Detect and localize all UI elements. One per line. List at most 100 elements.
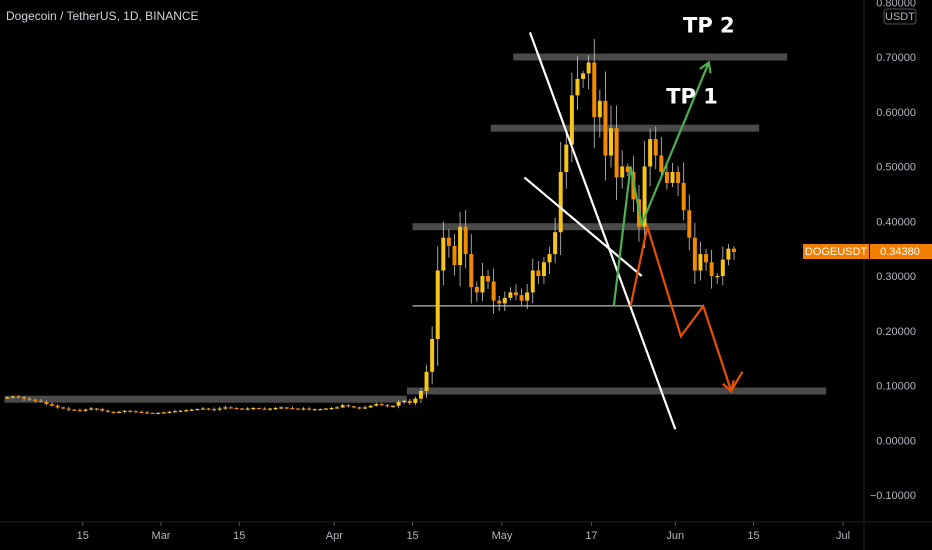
candle[interactable]: [346, 404, 351, 408]
level-0.57[interactable]: [490, 124, 760, 132]
candle[interactable]: [357, 406, 362, 410]
candle[interactable]: [474, 281, 479, 302]
candle[interactable]: [72, 409, 77, 411]
candle[interactable]: [117, 411, 122, 414]
candle[interactable]: [206, 407, 211, 411]
candle[interactable]: [245, 407, 250, 411]
candle[interactable]: [312, 408, 317, 412]
candle[interactable]: [351, 405, 356, 409]
candle[interactable]: [430, 326, 435, 385]
candle[interactable]: [61, 406, 66, 409]
level-0.245[interactable]: [412, 305, 704, 307]
candle[interactable]: [5, 396, 10, 399]
candle[interactable]: [463, 210, 468, 269]
candle[interactable]: [184, 409, 189, 413]
level-0.075[interactable]: [4, 395, 407, 403]
candle[interactable]: [480, 262, 485, 302]
candle[interactable]: [731, 246, 736, 261]
candle[interactable]: [446, 229, 451, 258]
candle[interactable]: [318, 408, 323, 411]
candle[interactable]: [156, 412, 161, 415]
candle[interactable]: [491, 268, 496, 314]
candle[interactable]: [558, 141, 563, 256]
candle[interactable]: [508, 287, 513, 301]
candle[interactable]: [525, 284, 530, 309]
candle[interactable]: [44, 400, 49, 406]
bear-path[interactable]: [629, 222, 744, 394]
candle[interactable]: [597, 89, 602, 138]
candle[interactable]: [55, 404, 60, 409]
candle[interactable]: [513, 284, 518, 301]
candle[interactable]: [189, 408, 194, 411]
tp-label-2[interactable]: TP 2: [683, 13, 735, 37]
candle[interactable]: [452, 234, 457, 276]
candle[interactable]: [145, 411, 150, 414]
candle[interactable]: [541, 257, 546, 284]
candle[interactable]: [89, 407, 94, 411]
unit-button[interactable]: USDT: [883, 8, 917, 25]
candle[interactable]: [295, 408, 300, 410]
candle[interactable]: [368, 404, 373, 408]
candle[interactable]: [122, 410, 127, 414]
candle[interactable]: [284, 407, 289, 410]
level-0.70[interactable]: [513, 53, 788, 61]
candle[interactable]: [458, 212, 463, 287]
candle[interactable]: [402, 399, 407, 405]
candle[interactable]: [212, 407, 217, 412]
tp-label-1[interactable]: TP 1: [666, 85, 718, 109]
candle[interactable]: [22, 396, 27, 402]
candle[interactable]: [681, 162, 686, 221]
candle[interactable]: [664, 162, 669, 190]
candle[interactable]: [486, 269, 491, 289]
candle[interactable]: [256, 407, 261, 410]
candle[interactable]: [27, 397, 32, 401]
candle[interactable]: [268, 408, 273, 411]
candle[interactable]: [670, 162, 675, 188]
candle[interactable]: [553, 217, 558, 264]
candle[interactable]: [83, 408, 88, 412]
candle[interactable]: [385, 403, 390, 408]
candle[interactable]: [564, 132, 569, 189]
candle[interactable]: [290, 406, 295, 410]
candle[interactable]: [659, 136, 664, 180]
candle[interactable]: [530, 258, 535, 304]
candle[interactable]: [418, 388, 423, 404]
candle[interactable]: [692, 222, 697, 284]
candle[interactable]: [329, 406, 334, 411]
candle[interactable]: [161, 412, 166, 414]
candle[interactable]: [575, 55, 580, 110]
candle[interactable]: [200, 407, 205, 410]
candle[interactable]: [301, 407, 306, 411]
bull-path[interactable]: [612, 62, 710, 307]
candle[interactable]: [195, 408, 200, 411]
candle[interactable]: [704, 249, 709, 271]
candle[interactable]: [625, 163, 630, 177]
candle[interactable]: [407, 398, 412, 405]
candle[interactable]: [642, 140, 647, 249]
channel-line-lower[interactable]: [523, 176, 643, 277]
channel-line-upper[interactable]: [528, 31, 677, 430]
candle[interactable]: [77, 408, 82, 412]
candle[interactable]: [709, 249, 714, 289]
candle[interactable]: [519, 288, 524, 306]
candle[interactable]: [111, 411, 116, 414]
candle[interactable]: [379, 403, 384, 406]
candle[interactable]: [502, 291, 507, 311]
candle[interactable]: [653, 126, 658, 170]
candle[interactable]: [94, 408, 99, 411]
level-0.09[interactable]: [406, 387, 827, 395]
candle[interactable]: [609, 105, 614, 168]
candle[interactable]: [720, 246, 725, 286]
candle[interactable]: [340, 403, 345, 409]
candle[interactable]: [391, 405, 396, 408]
candle[interactable]: [228, 406, 233, 409]
candle[interactable]: [614, 105, 619, 201]
candle[interactable]: [413, 396, 418, 406]
candle[interactable]: [687, 194, 692, 251]
candle[interactable]: [323, 408, 328, 410]
candle[interactable]: [592, 38, 597, 149]
candle[interactable]: [33, 398, 38, 403]
candle[interactable]: [172, 409, 177, 413]
candle[interactable]: [435, 246, 440, 366]
